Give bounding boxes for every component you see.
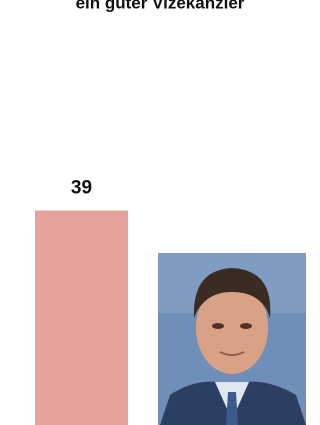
eye xyxy=(212,323,224,329)
eye xyxy=(240,323,252,329)
portrait-photo xyxy=(158,253,306,425)
chart: ein guter Vizekanzler 39 xyxy=(0,0,306,425)
bar xyxy=(35,211,128,425)
chart-title: ein guter Vizekanzler xyxy=(76,0,245,12)
tie xyxy=(226,392,238,425)
value-label: 39 xyxy=(71,178,92,199)
